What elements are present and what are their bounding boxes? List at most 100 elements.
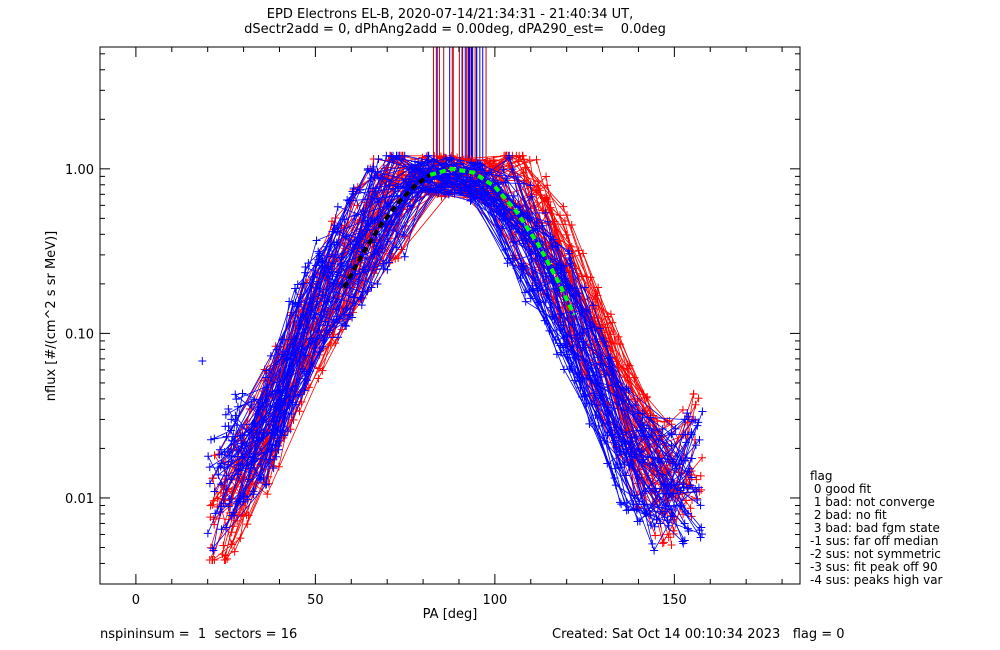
- data-point: [542, 172, 551, 181]
- data-point: [642, 509, 651, 518]
- data-point: [689, 415, 698, 424]
- data-point: [579, 249, 588, 258]
- data-point: [641, 487, 650, 496]
- data-point: [553, 241, 562, 250]
- data-point: [210, 487, 219, 496]
- data-point: [572, 289, 581, 298]
- data-point: [538, 221, 547, 230]
- data-point: [618, 382, 627, 391]
- data-point: [230, 547, 239, 556]
- data-point: [214, 470, 223, 479]
- data-point: [205, 479, 214, 488]
- data-point: [563, 281, 572, 290]
- data-point: [669, 529, 678, 538]
- data-point: [357, 294, 366, 303]
- data-point: [410, 165, 419, 174]
- data-point: [387, 152, 396, 161]
- data-trace: [231, 178, 693, 526]
- data-point: [342, 305, 351, 314]
- data-point: [596, 324, 605, 333]
- flag-legend: flag 0 good fit 1 bad: not converge 2 ba…: [810, 470, 942, 587]
- data-point: [265, 455, 274, 464]
- x-axis-label: PA [deg]: [423, 607, 478, 622]
- data-point: [432, 182, 441, 191]
- data-trace: [238, 189, 686, 524]
- data-point: [204, 452, 213, 461]
- data-point: [382, 151, 391, 160]
- data-point: [363, 164, 372, 173]
- data-point: [679, 430, 688, 439]
- data-point: [650, 546, 659, 555]
- data-point: [262, 480, 271, 489]
- data-point: [682, 438, 691, 447]
- data-point: [209, 546, 218, 555]
- data-point: [337, 325, 346, 334]
- data-point: [687, 430, 696, 439]
- data-point: [651, 531, 660, 540]
- data-point: [508, 254, 517, 263]
- data-point: [526, 181, 535, 190]
- data-point: [224, 404, 233, 413]
- data-point: [685, 468, 694, 477]
- data-point: [271, 440, 280, 449]
- data-point: [224, 421, 233, 430]
- peak-spike-lines: [426, 47, 488, 165]
- data-point: [686, 504, 695, 513]
- legend-item: 1 bad: not converge: [810, 495, 935, 509]
- data-point: [259, 428, 268, 437]
- data-point: [442, 154, 451, 163]
- data-point: [606, 330, 615, 339]
- data-point: [374, 154, 383, 163]
- data-point: [269, 416, 278, 425]
- data-trace: [227, 179, 693, 503]
- data-point: [489, 156, 498, 165]
- data-point: [262, 366, 271, 375]
- data-point: [271, 431, 280, 440]
- data-point: [696, 533, 705, 542]
- data-point: [326, 340, 335, 349]
- data-point: [469, 161, 478, 170]
- legend-item: -3 sus: fit peak off 90: [810, 560, 938, 574]
- data-point: [261, 480, 270, 489]
- data-point: [369, 162, 378, 171]
- data-point: [328, 267, 337, 276]
- data-point: [697, 485, 706, 494]
- data-point: [684, 527, 693, 536]
- data-point: [395, 151, 404, 160]
- data-point: [333, 202, 342, 211]
- data-point: [233, 402, 242, 411]
- data-point: [594, 283, 603, 292]
- data-point: [678, 537, 687, 546]
- data-point: [302, 368, 311, 377]
- data-point: [560, 217, 569, 226]
- data-point: [580, 283, 589, 292]
- data-point: [203, 529, 212, 538]
- data-point: [258, 398, 267, 407]
- data-point: [566, 362, 575, 371]
- data-point: [692, 475, 701, 484]
- data-point: [314, 374, 323, 383]
- data-point: [593, 353, 602, 362]
- y-axis-label: nflux [#/(cm^2 s sr MeV)]: [44, 231, 59, 401]
- legend-item: 3 bad: bad fgm state: [810, 521, 940, 535]
- data-point: [691, 441, 700, 450]
- data-point: [215, 450, 224, 459]
- data-point: [698, 530, 707, 539]
- data-point: [356, 293, 365, 302]
- data-point: [243, 495, 252, 504]
- data-point: [542, 193, 551, 202]
- y-tick-label: 0.10: [65, 327, 94, 342]
- data-point: [696, 501, 705, 510]
- data-point: [564, 247, 573, 256]
- data-point: [559, 202, 568, 211]
- data-point: [633, 517, 642, 526]
- data-point: [531, 257, 540, 266]
- data-point: [563, 350, 572, 359]
- data-point: [559, 365, 568, 374]
- data-point: [373, 214, 382, 223]
- data-point: [421, 185, 430, 194]
- data-point: [219, 541, 228, 550]
- data-point: [424, 151, 433, 160]
- data-point: [272, 452, 281, 461]
- data-point: [504, 153, 513, 162]
